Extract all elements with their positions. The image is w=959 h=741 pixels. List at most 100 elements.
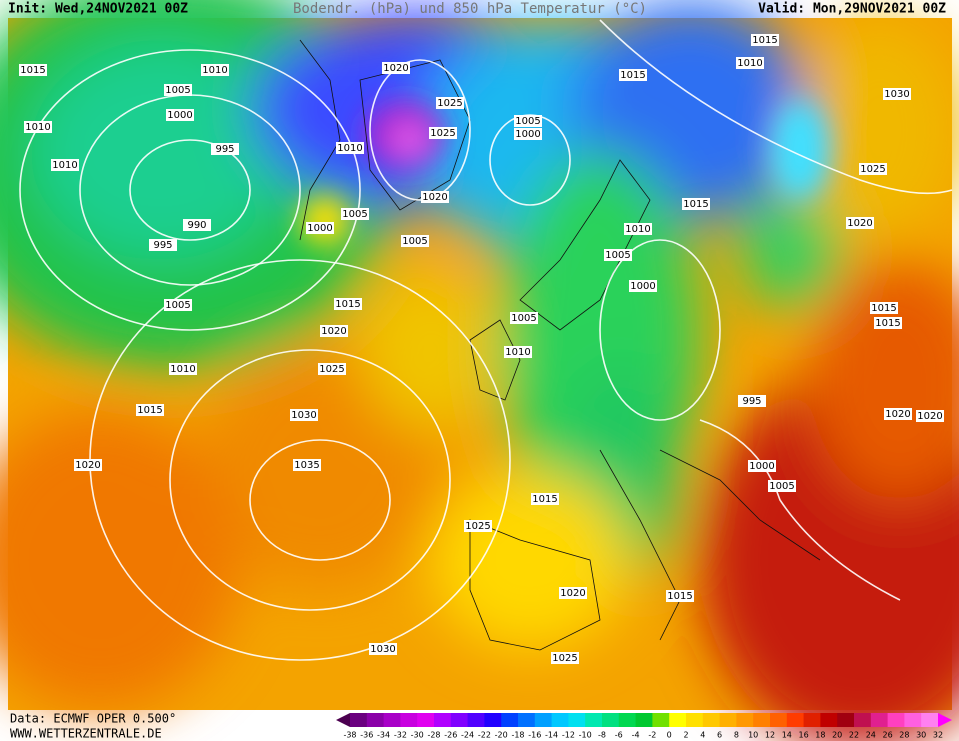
colorbar-arrow-right <box>938 713 952 727</box>
colorbar-tick-label: 4 <box>700 731 705 740</box>
label-box <box>421 191 449 203</box>
label-box <box>748 460 776 472</box>
isobar-label: 1010 <box>170 364 195 375</box>
label-box <box>751 34 779 46</box>
isobar-label: 1020 <box>560 588 585 599</box>
colorbar-swatch <box>602 713 620 727</box>
label-box <box>559 587 587 599</box>
isobar-label: 1005 <box>511 313 536 324</box>
colorbar-tick-label: 6 <box>717 731 722 740</box>
isobar-label: 1010 <box>25 122 50 133</box>
isobar-label: 1025 <box>437 98 462 109</box>
label-box <box>874 317 902 329</box>
colorbar-tick-label: -26 <box>444 731 457 740</box>
label-box <box>169 363 197 375</box>
isobar-labels: 1015 1010 1005 1000 1010 995 1010 990 995 1005 102… <box>19 34 944 664</box>
label-box <box>846 217 874 229</box>
isobar-label: 1020 <box>847 218 872 229</box>
label-box <box>74 459 102 471</box>
colorbar-swatch <box>551 713 569 727</box>
isobar-label: 1015 <box>667 591 692 602</box>
colorbar-tick-label: 2 <box>683 731 688 740</box>
label-box <box>334 298 362 310</box>
label-box <box>166 109 194 121</box>
colorbar-tick-label: -4 <box>632 731 640 740</box>
colorbar-swatch <box>501 713 519 727</box>
isobar-label: 995 <box>153 240 172 251</box>
label-box <box>768 480 796 492</box>
label-box <box>436 97 464 109</box>
isobar-label: 1020 <box>885 409 910 420</box>
colorbar-swatch <box>719 713 737 727</box>
init-time: Init: Wed,24NOV2021 00Z <box>8 2 188 17</box>
colorbar-tick-label: -6 <box>615 731 623 740</box>
colorbar-tick-label: 20 <box>832 731 842 740</box>
colorbar-swatch <box>921 713 939 727</box>
label-box <box>201 64 229 76</box>
isobar-label: 1000 <box>307 223 332 234</box>
colorbar-swatch <box>417 713 435 727</box>
label-box <box>136 404 164 416</box>
label-box <box>429 127 457 139</box>
label-box <box>682 198 710 210</box>
isobar-label: 1035 <box>294 460 319 471</box>
colorbar-swatch <box>635 713 653 727</box>
colorbar-tick-label: -18 <box>511 731 524 740</box>
colorbar-swatch <box>770 713 788 727</box>
colorbar: -38 -36 -34 -32 -30 -28 -26 -24 -22 -20 -18 -16 -14-… <box>336 713 952 740</box>
isobar-label: 1025 <box>319 364 344 375</box>
colorbar-swatch <box>803 713 821 727</box>
label-box <box>629 280 657 292</box>
colorbar-arrow-left <box>336 713 350 727</box>
label-box <box>382 62 410 74</box>
label-box <box>290 409 318 421</box>
label-box <box>624 223 652 235</box>
isobar-label: 1015 <box>752 35 777 46</box>
isobar-label: 1025 <box>860 164 885 175</box>
colorbar-swatch <box>837 713 855 727</box>
isobar-label: 1005 <box>165 85 190 96</box>
isobar-label: 1010 <box>737 58 762 69</box>
colorbar-swatch <box>534 713 553 727</box>
colorbar-swatch <box>467 713 485 727</box>
label-box <box>320 325 348 337</box>
colorbar-swatch <box>686 713 704 727</box>
label-box <box>859 163 887 175</box>
isobar-label: 1005 <box>402 236 427 247</box>
isobar-label: 1015 <box>335 299 360 310</box>
label-box <box>306 222 334 234</box>
label-box <box>341 208 369 220</box>
label-box <box>883 88 911 100</box>
isobar-label: 1005 <box>342 209 367 220</box>
isobar-label: 1015 <box>532 494 557 505</box>
isobar-label: 1010 <box>337 143 362 154</box>
colorbar-tick-label: 14 <box>782 731 792 740</box>
label-box <box>916 410 944 422</box>
map-title: Bodendr. (hPa) und 850 hPa Temperatur (°… <box>293 1 647 17</box>
label-box <box>24 121 52 133</box>
colorbar-swatch <box>652 713 670 727</box>
isobar-label: 1010 <box>625 224 650 235</box>
colorbar-swatch <box>366 713 385 727</box>
colorbar-tick-label: 26 <box>883 731 893 740</box>
label-box <box>51 159 79 171</box>
label-box <box>510 312 538 324</box>
colorbar-tick-label: -14 <box>545 731 558 740</box>
coastlines <box>299 39 821 651</box>
colorbar-tick-label: -30 <box>411 731 424 740</box>
isobar-label: 1020 <box>422 192 447 203</box>
colorbar-swatch <box>618 713 637 727</box>
isobar-label: 1000 <box>515 129 540 140</box>
label-box <box>369 643 397 655</box>
label-box <box>293 459 321 471</box>
label-box <box>736 57 764 69</box>
colorbar-tick-label: -8 <box>598 731 606 740</box>
label-box <box>164 299 192 311</box>
colorbar-tick-label: 32 <box>933 731 943 740</box>
colorbar-tick-label: -20 <box>495 731 508 740</box>
colorbar-swatch <box>786 713 805 727</box>
colorbar-tick-label: -10 <box>579 731 592 740</box>
